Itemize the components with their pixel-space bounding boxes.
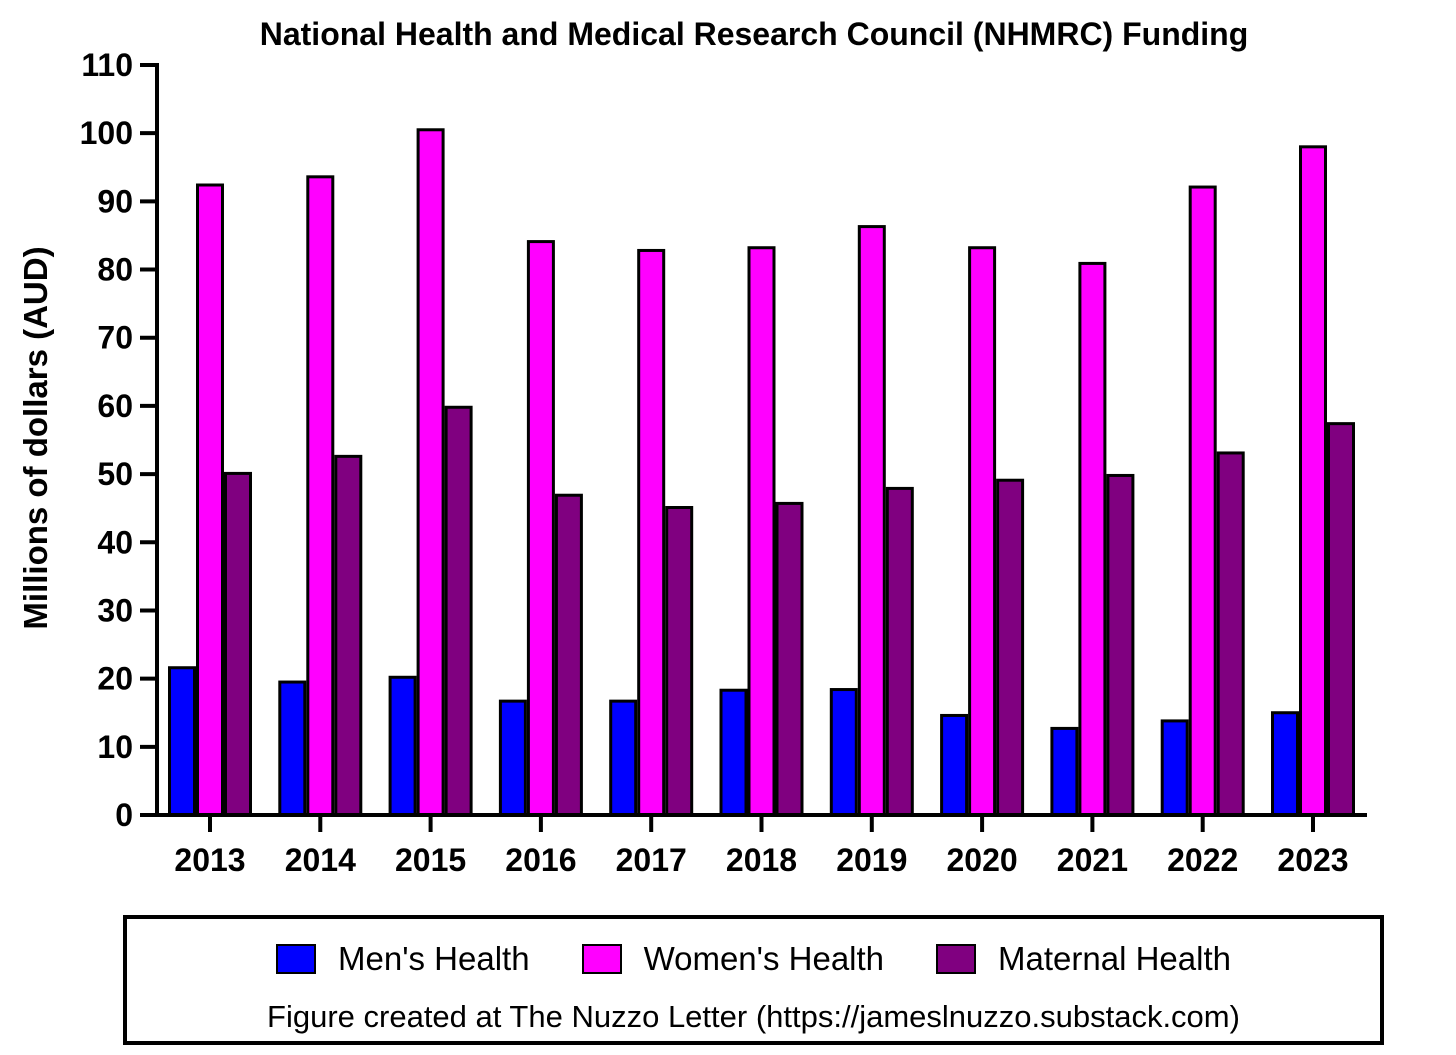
x-axis-ticks: 2013 2014 2015 2016 2017 2018 2019 2020 2021 2022… [174,815,1349,878]
y-tick-label: 50 [97,456,133,492]
y-tick-label: 70 [97,320,133,356]
legend-items: Men's Health Women's Health Maternal Healt… [127,939,1380,979]
legend-item-womens-health: Women's Health [581,940,885,978]
chart: National Health and Medical Research Cou… [17,16,1367,878]
maternal-health-bar [1106,473,1135,817]
x-tick-label: 2022 [1167,842,1238,878]
maternal-health-bar [885,486,914,817]
maternal-health-bar [444,405,473,817]
x-tick-label: 2023 [1277,842,1348,878]
legend-item-maternal-health: Maternal Health [936,940,1231,978]
maternal-health-bar [334,454,363,817]
legend-swatch [581,944,622,974]
maternal-health-bar [1327,422,1355,817]
y-tick-label: 40 [97,524,133,560]
womens-health-bar [968,246,997,817]
womens-health-bar [306,175,335,817]
legend-label: Men's Health [338,940,530,977]
y-tick-label: 10 [97,729,133,765]
x-tick-label: 2019 [836,842,907,878]
legend-swatch [276,944,316,974]
womens-health-bar [416,128,445,817]
legend-swatch [936,944,977,974]
x-tick-label: 2013 [174,842,245,878]
x-tick-label: 2015 [395,842,466,878]
y-tick-label: 30 [97,592,133,628]
womens-health-bar [857,225,886,817]
x-tick-label: 2016 [505,842,576,878]
x-tick-label: 2020 [947,842,1018,878]
y-axis-ticks: 0 10 20 30 40 50 60 70 80 90 100 110 [80,47,157,833]
figure-credit: Figure created at The Nuzzo Letter (http… [267,999,1240,1034]
y-tick-label: 100 [80,115,133,151]
x-tick-label: 2017 [616,842,687,878]
mens-health-bar [609,699,638,817]
mens-health-bar [940,713,969,817]
maternal-health-bar [665,506,694,817]
x-tick-label: 2014 [285,842,356,878]
mens-health-bar [278,680,307,817]
y-tick-label: 20 [97,661,133,697]
mens-health-bar [388,675,417,817]
mens-health-bar [168,666,196,817]
legend-item-mens-health: Men's Health [276,940,530,978]
maternal-health-bar [554,493,583,817]
mens-health-bar [498,699,527,817]
maternal-health-bar [1216,451,1245,817]
y-tick-label: 0 [115,797,133,833]
womens-health-bar [1078,261,1107,817]
mens-health-bar [1271,711,1299,817]
womens-health-bar [1188,185,1217,817]
y-tick-label: 60 [97,388,133,424]
womens-health-bar [196,183,224,817]
womens-health-bar [1299,145,1327,817]
maternal-health-bar [224,471,252,817]
x-tick-label: 2018 [726,842,797,878]
y-tick-label: 80 [97,252,133,288]
womens-health-bar [526,240,555,817]
womens-health-bar [637,248,666,817]
y-axis-label: Millions of dollars (AUD) [17,246,54,629]
maternal-health-bar [996,478,1025,817]
womens-health-bar [747,246,776,817]
legend-label: Maternal Health [998,940,1231,977]
y-tick-label: 90 [97,183,133,219]
x-tick-label: 2021 [1057,842,1128,878]
mens-health-bar [829,688,858,817]
mens-health-bar [719,688,748,817]
y-tick-label: 110 [81,47,133,83]
bars [168,128,1355,817]
mens-health-bar [1160,719,1189,817]
maternal-health-bar [775,501,804,817]
legend-label: Women's Health [643,940,885,977]
legend: Men's Health Women's Health Maternal Healt… [123,915,1384,1045]
mens-health-bar [1050,726,1079,817]
chart-title: National Health and Medical Research Cou… [260,16,1249,52]
